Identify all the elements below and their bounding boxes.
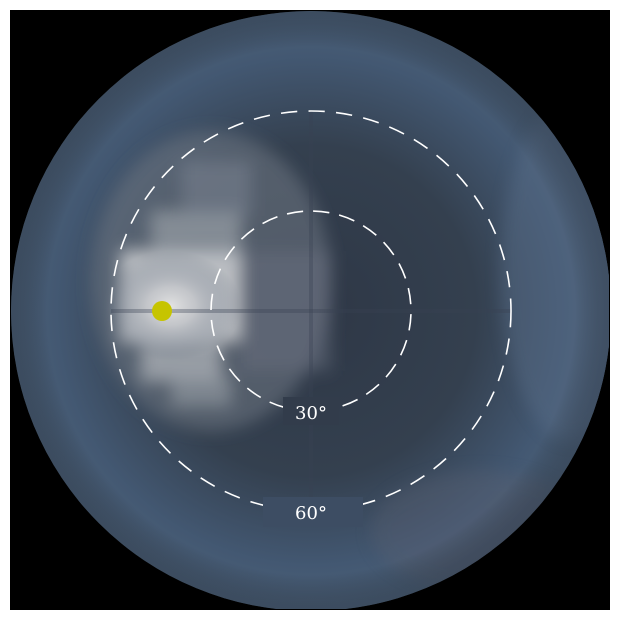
ring-30-label: 30° xyxy=(295,403,327,424)
sky-image-frame: 30° 60° xyxy=(10,10,610,610)
fisheye-sky-image: 30° 60° xyxy=(11,11,609,609)
sun-position-marker xyxy=(152,301,172,321)
ring-60-label: 60° xyxy=(295,503,327,524)
